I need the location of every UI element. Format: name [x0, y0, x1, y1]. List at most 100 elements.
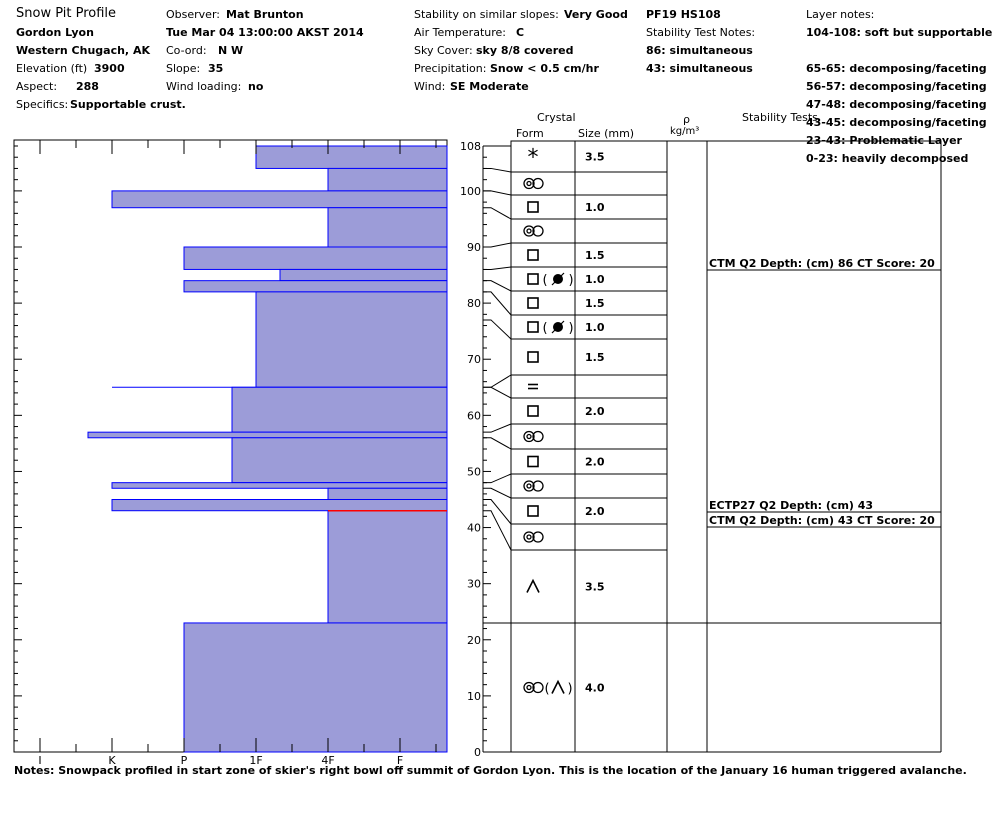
depth-connector	[483, 487, 512, 499]
elevation-label: Elevation (ft)	[16, 62, 88, 75]
precip-label: Precipitation:	[414, 62, 487, 75]
precip-value: Snow < 0.5 cm/hr	[490, 62, 599, 75]
layer-note: 65-65: decomposing/faceting	[806, 62, 987, 75]
layer-note: 0-23: heavily decomposed	[806, 152, 969, 165]
air-temp-label: Air Temperature:	[414, 26, 506, 39]
depth-connector	[483, 190, 512, 196]
depth-connector	[483, 291, 512, 316]
crystal-size: 1.5	[585, 249, 605, 262]
size-header: Size (mm)	[578, 127, 635, 140]
depth-tick-label: 50	[467, 465, 481, 478]
aspect-label: Aspect:	[16, 80, 58, 93]
hardness-tick-label: I	[38, 754, 41, 767]
sky-value: sky 8/8 covered	[476, 44, 574, 57]
hardness-bar	[327, 510, 448, 624]
hardness-bar	[327, 167, 448, 192]
wind-loading-label: Wind loading:	[166, 80, 242, 93]
crystal-size: 2.0	[585, 456, 605, 469]
observer-value: Mat Brunton	[226, 8, 304, 21]
hardness-tick-label: K	[108, 754, 116, 767]
hardness-bar	[183, 246, 448, 270]
crystal-size: 3.5	[585, 581, 605, 594]
crystal-header: Crystal	[537, 111, 576, 124]
depth-connector	[483, 242, 512, 248]
depth-connector	[483, 207, 512, 220]
coord-value: N W	[218, 44, 244, 57]
depth-connector	[483, 266, 512, 270]
stability-value: Very Good	[564, 8, 628, 21]
depth-axis: 0 10 20 30 40 50 60 70 80 90 100 108	[460, 140, 511, 759]
slope-value: 35	[208, 62, 224, 75]
faceted-icon	[527, 405, 539, 417]
stability-tests-header: Stability Tests	[742, 111, 818, 124]
hardness-bar	[183, 280, 448, 293]
pf-hs: PF19 HS108	[646, 8, 721, 21]
stability-test-label: CTM Q2 Depth: (cm) 86 CT Score: 20	[709, 257, 935, 270]
svg-text:): )	[568, 273, 573, 288]
hardness-bar	[87, 431, 448, 439]
faceted-icon	[527, 201, 539, 213]
depth-connector	[483, 423, 512, 433]
layer-notes-label: Layer notes:	[806, 8, 875, 21]
crystal-size: 1.5	[585, 351, 605, 364]
hardness-tick-label: P	[181, 754, 188, 767]
crust-icon	[528, 383, 538, 390]
aspect-value: 288	[76, 80, 99, 93]
depth-tick-label: 108	[460, 140, 481, 153]
depth-connector	[483, 167, 512, 173]
density-unit: kg/m³	[670, 126, 700, 137]
wind-label: Wind:	[414, 80, 446, 93]
svg-text:(: (	[542, 273, 547, 288]
depth-connector	[483, 374, 512, 388]
faceted-melt-icon: ()	[527, 320, 574, 336]
air-temp-value: C	[516, 26, 525, 39]
crystal-size: 4.0	[585, 682, 605, 695]
stability-note: 43: simultaneous	[646, 62, 753, 75]
depth-tick-label: 0	[474, 746, 481, 759]
depth-tick-label: 70	[467, 353, 481, 366]
wind-loading-value: no	[248, 80, 264, 93]
depth-connector	[483, 386, 512, 399]
svg-text:): )	[568, 321, 573, 336]
layer-note: 47-48: decomposing/faceting	[806, 98, 987, 111]
depth-tick-label: 10	[467, 690, 481, 703]
slope-label: Slope:	[166, 62, 201, 75]
hardness-bar	[231, 437, 448, 484]
hardness-tick-label: F	[397, 754, 403, 767]
hardness-bar	[255, 291, 448, 388]
observer-label: Observer:	[166, 8, 220, 21]
rho-header: ρ	[683, 113, 690, 126]
hardness-bar	[231, 386, 448, 433]
hardness-bar	[111, 190, 448, 209]
rounded-grains-icon	[523, 480, 544, 492]
crystal-size: 1.0	[585, 321, 605, 334]
faceted-melt-icon: ()	[527, 272, 574, 288]
depth-tick-label: 60	[467, 409, 481, 422]
depth-connector	[483, 510, 512, 551]
hardness-bar	[111, 482, 448, 489]
rounded-grains-icon	[523, 225, 544, 237]
region: Western Chugach, AK	[16, 44, 150, 57]
crystal-size: 2.0	[585, 505, 605, 518]
hardness-bar	[327, 207, 448, 248]
form-header: Form	[516, 127, 544, 140]
faceted-icon	[527, 351, 539, 363]
stability-test-label: ECTP27 Q2 Depth: (cm) 43	[709, 499, 873, 512]
faceted-icon	[527, 505, 539, 517]
depth-hoar-icon	[526, 578, 540, 593]
depth-connector	[483, 473, 512, 484]
faceted-icon	[527, 297, 539, 309]
crystal-size: 1.5	[585, 297, 605, 310]
depth-tick-label: 40	[467, 522, 481, 535]
hardness-bar	[255, 145, 448, 169]
crystal-size: 2.0	[585, 405, 605, 418]
depth-tick-label: 100	[460, 185, 481, 198]
notes: Notes: Snowpack profiled in start zone o…	[14, 764, 967, 777]
svg-text:): )	[567, 682, 572, 697]
svg-text:(: (	[544, 682, 549, 697]
svg-text:(: (	[542, 321, 547, 336]
stability-notes-label: Stability Test Notes:	[646, 26, 756, 39]
crystal-table: * 3.5 1.0 1.5 () 1.0 1.5 () 1.0 1.5 2.0 2.0 2.0 3.5 ()…	[482, 140, 942, 753]
hardness-bar	[279, 268, 448, 282]
